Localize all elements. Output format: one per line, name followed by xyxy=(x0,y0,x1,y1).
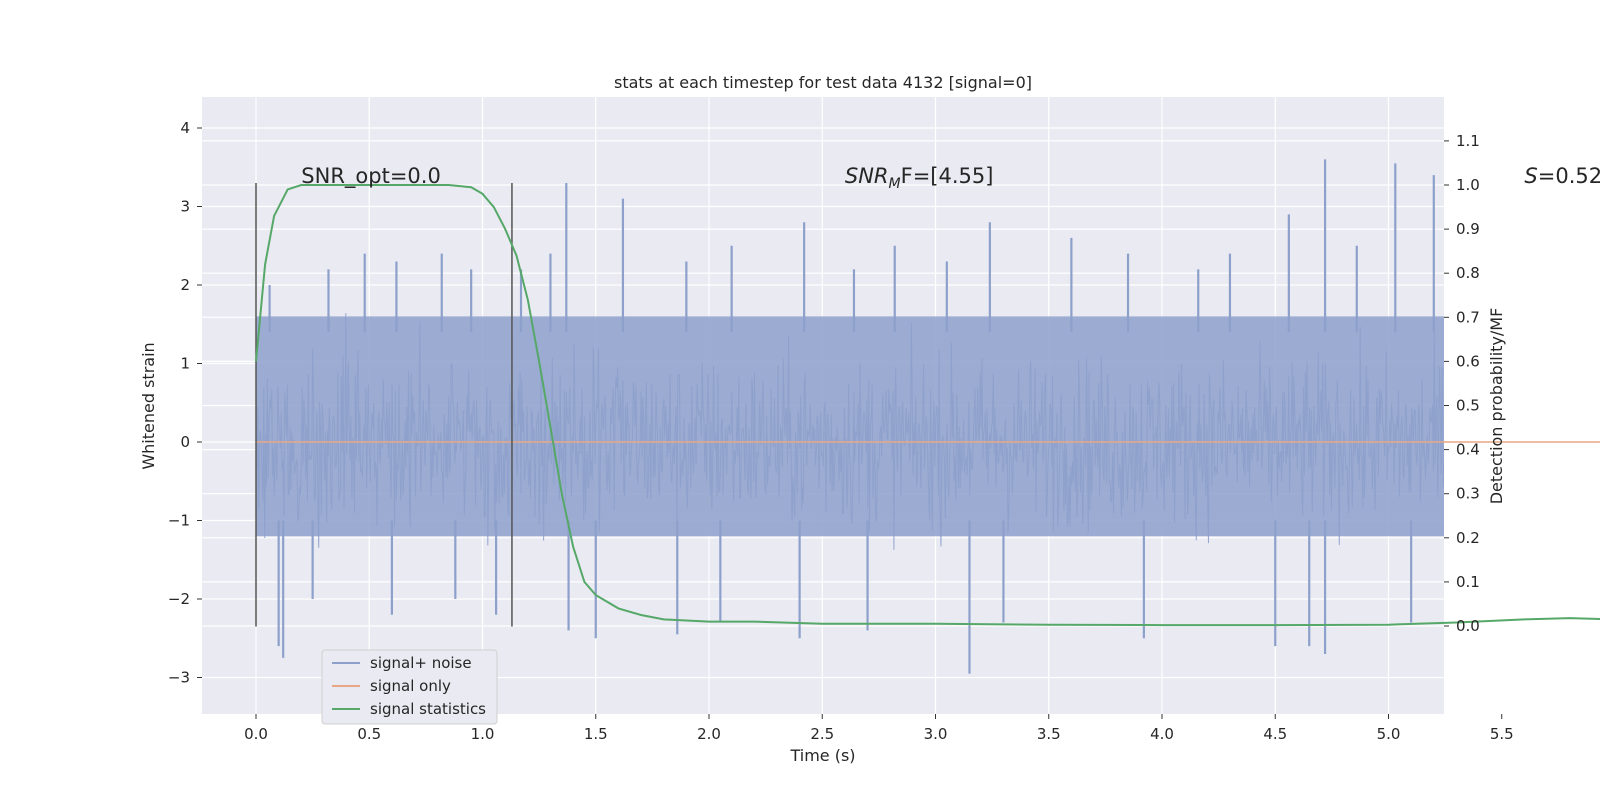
x-tick-label: 3.5 xyxy=(1037,725,1061,743)
x-tick-label: 5.5 xyxy=(1490,725,1514,743)
x-axis-ticks: 0.00.51.01.52.02.53.03.54.04.55.05.56.06… xyxy=(244,714,1514,743)
y2-tick-label: 0.7 xyxy=(1456,308,1480,326)
x-tick-label: 3.0 xyxy=(924,725,948,743)
y2-axis-label: Detection probability/MF xyxy=(1487,308,1506,505)
y-tick-label: −3 xyxy=(168,669,190,687)
x-tick-label: 0.5 xyxy=(357,725,381,743)
marker-lines xyxy=(255,182,513,627)
y2-tick-label: 0.4 xyxy=(1456,441,1480,459)
y2-tick-label: 0.8 xyxy=(1456,264,1480,282)
y2-tick-label: 1.0 xyxy=(1456,176,1480,194)
y-tick-label: 1 xyxy=(180,355,190,373)
signal-statistics-line xyxy=(255,184,1600,627)
annotation: SNRMF=[4.55] xyxy=(845,164,994,192)
y2-axis-ticks: 0.0 0.1 0.2 0.3 0.4 0.5 0.6 0.7 0.8 0.9 1.0 1.1 xyxy=(1444,132,1480,635)
legend-label-signal-statistics: signal statistics xyxy=(370,700,486,718)
y2-tick-label: 0.1 xyxy=(1456,573,1480,591)
y2-tick-label: 0.2 xyxy=(1456,529,1480,547)
legend-frame xyxy=(321,649,498,725)
x-tick-label: 1.0 xyxy=(471,725,495,743)
x-tick-label: 1.5 xyxy=(584,725,608,743)
legend-label-signal-only: signal only xyxy=(370,677,451,695)
y2-tick-label: 0.9 xyxy=(1456,220,1480,238)
y-tick-label: −2 xyxy=(168,590,190,608)
series-signal-statistics xyxy=(255,184,1600,627)
y-tick-label: 4 xyxy=(180,119,190,137)
y2-tick-label: 0.5 xyxy=(1456,397,1480,415)
y2-tick-label: 0.3 xyxy=(1456,485,1480,503)
x-tick-label: 2.0 xyxy=(697,725,721,743)
y-tick-label: 3 xyxy=(180,198,190,216)
legend: signal+ noise signal only signal statist… xyxy=(321,649,498,725)
legend-label-signal-noise: signal+ noise xyxy=(370,654,472,672)
annotation: SNR_opt=0.0 xyxy=(301,164,441,189)
chart-title: stats at each timestep for test data 413… xyxy=(614,73,1032,92)
x-tick-label: 5.0 xyxy=(1377,725,1401,743)
y2-tick-label: 0.6 xyxy=(1456,352,1480,370)
y-tick-label: 0 xyxy=(180,433,190,451)
y-tick-label: 2 xyxy=(180,276,190,294)
y-tick-label: −1 xyxy=(168,512,190,530)
annotation: S=0.52 xyxy=(1524,164,1600,188)
x-tick-label: 2.5 xyxy=(810,725,834,743)
y2-tick-label: 0.0 xyxy=(1456,617,1480,635)
series-signal-noise xyxy=(255,159,1444,674)
x-axis-label: Time (s) xyxy=(789,746,855,765)
x-tick-label: 4.5 xyxy=(1263,725,1287,743)
y2-tick-label: 1.1 xyxy=(1456,132,1480,150)
x-tick-label: 4.0 xyxy=(1150,725,1174,743)
y-axis-ticks: −3 −2 −1 0 1 2 3 4 xyxy=(168,119,202,687)
y-axis-label: Whitened strain xyxy=(139,342,158,469)
x-tick-label: 0.0 xyxy=(244,725,268,743)
noise-core-band xyxy=(256,316,1444,537)
